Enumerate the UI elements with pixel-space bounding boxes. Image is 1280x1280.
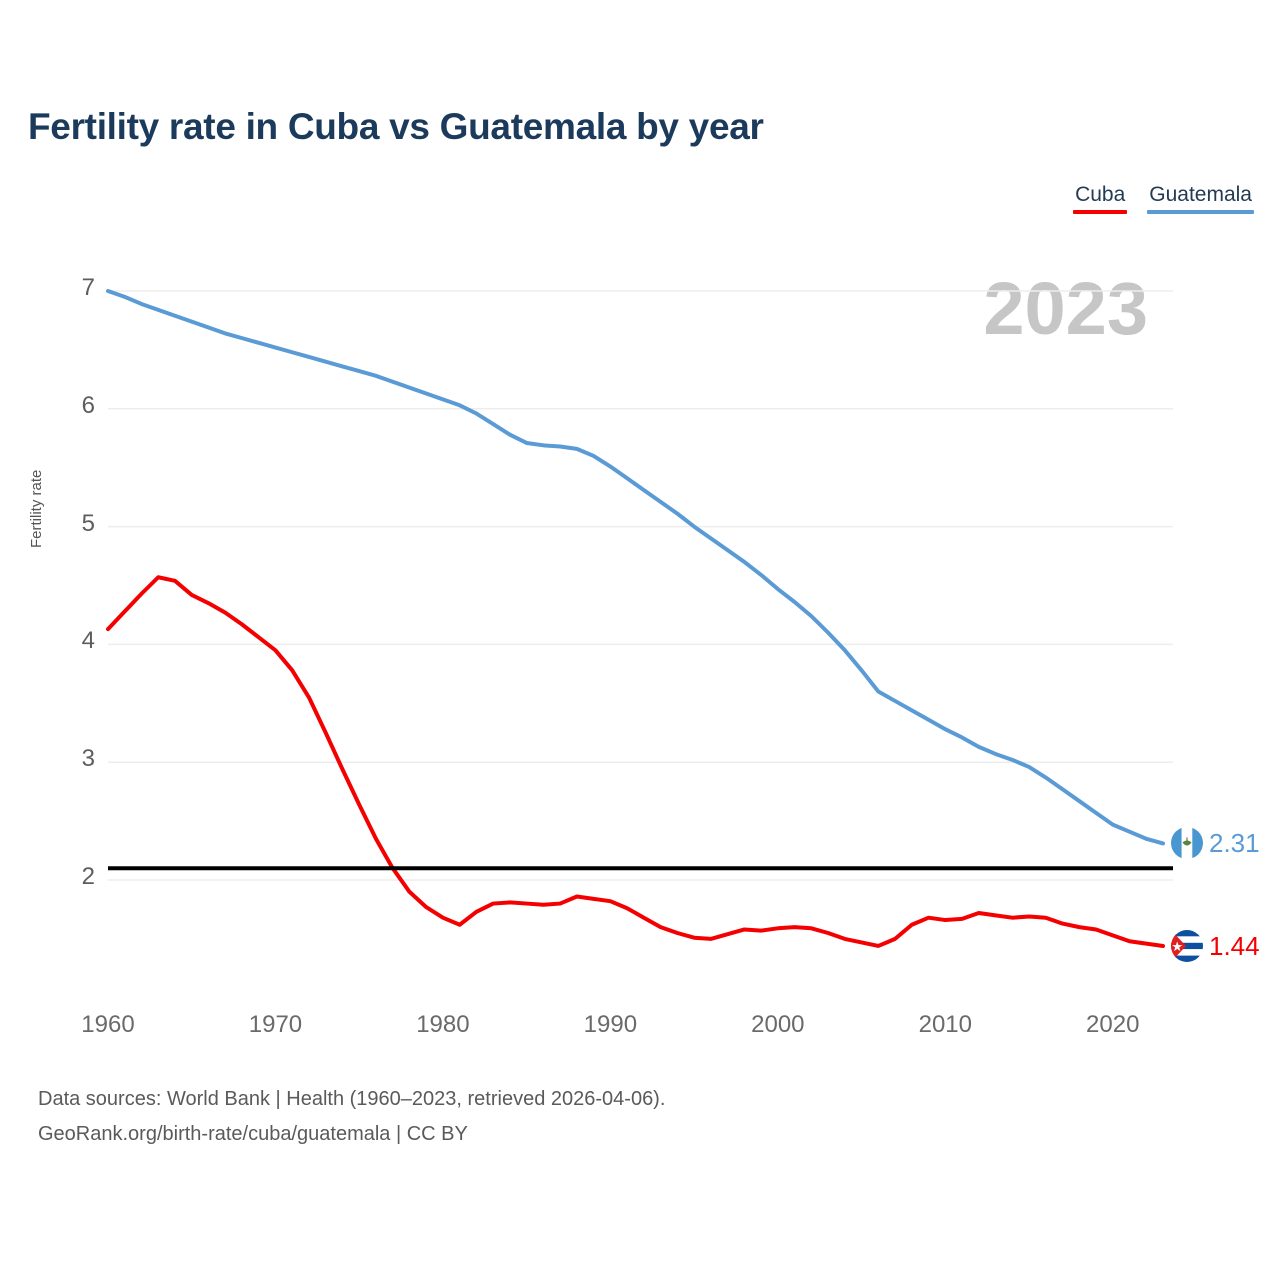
y-axis-tick-7: 7	[81, 274, 95, 301]
x-axis-tick-1970: 1970	[248, 1011, 303, 1038]
legend-item-cuba[interactable]: Cuba	[1073, 183, 1128, 215]
legend-item-guatemala[interactable]: Guatemala	[1147, 183, 1254, 215]
y-axis-tick-2: 2	[81, 863, 95, 890]
x-axis-tick-1980: 1980	[416, 1011, 470, 1038]
end-label-value-guatemala: 2.31	[1209, 828, 1260, 859]
x-axis-tick-1990: 1990	[583, 1011, 638, 1038]
x-axis-tick-2000: 2000	[751, 1011, 805, 1038]
chart-series-lines	[106, 289, 1165, 948]
end-label-cuba[interactable]: 1.44	[1171, 929, 1260, 962]
end-label-value-cuba: 1.44	[1209, 930, 1260, 961]
y-axis-tick-4: 4	[81, 627, 95, 655]
chart-gridlines	[108, 290, 1173, 881]
y-axis-tick-5: 5	[81, 509, 95, 537]
x-axis-tick-2010: 2010	[918, 1011, 972, 1038]
legend-color-swatch-cuba	[1073, 210, 1128, 215]
chart-legend: Cuba Guatemala	[1073, 183, 1254, 215]
legend-label-guatemala: Guatemala	[1149, 183, 1252, 206]
legend-label-cuba: Cuba	[1075, 183, 1126, 206]
end-label-guatemala[interactable]: 2.31	[1171, 827, 1260, 860]
y-axis-tick-3: 3	[81, 745, 95, 773]
footer-line-sources: Data sources: World Bank | Health (1960–…	[38, 1088, 666, 1110]
page-title: Fertility rate in Cuba vs Guatemala by y…	[28, 106, 764, 147]
year-watermark: 2023	[983, 267, 1148, 350]
y-axis-tick-6: 6	[81, 391, 95, 419]
footer-line-url: GeoRank.org/birth-rate/cuba/guatemala | …	[38, 1123, 468, 1145]
x-axis-tick-2020: 2020	[1086, 1011, 1140, 1038]
series-line-guatemala	[106, 289, 1165, 846]
cuba-flag-icon	[1171, 929, 1203, 962]
footer-attribution: Data sources: World Bank | Health (1960–…	[38, 1082, 665, 1152]
x-axis-tick-1960: 1960	[81, 1011, 135, 1038]
series-line-cuba	[106, 575, 1165, 948]
guatemala-flag-icon	[1171, 827, 1203, 860]
legend-color-swatch-guatemala	[1147, 210, 1254, 215]
